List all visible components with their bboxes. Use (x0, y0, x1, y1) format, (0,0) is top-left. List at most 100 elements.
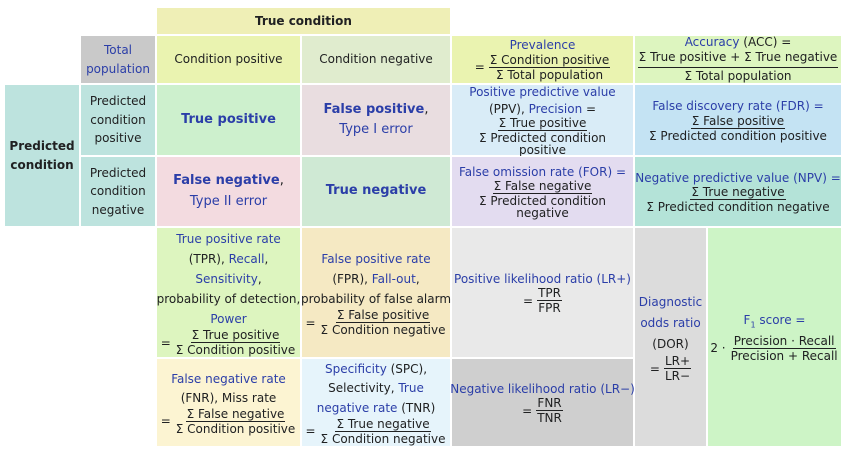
spc-fraction: Σ True negative Σ Condition negative (320, 418, 447, 445)
selectivity-label: Selectivity, (328, 381, 399, 396)
predicted-positive-line1: Predicted (89, 94, 147, 109)
f1-formula: 2 · Precision · Recall Precision + Recal… (710, 335, 838, 362)
condition-positive-cell: Condition positive (156, 35, 301, 84)
for-denominator: Σ Predicted condition negative (478, 194, 607, 221)
fpr-formula: = Σ False positive Σ Condition negative (305, 309, 446, 336)
tpr-fraction: Σ True positive Σ Condition positive (175, 329, 297, 356)
lr-positive-fraction: TPR FPR (537, 287, 562, 314)
false-negative-line: False negative, (173, 171, 284, 191)
fdr-link[interactable]: False discovery rate (FDR) = (652, 99, 824, 114)
dor-cell: Diagnostic odds ratio (DOR) = LR+ LR− (634, 227, 707, 447)
type2-error-link[interactable]: Type II error (189, 193, 268, 209)
tpr-formula: = Σ True positive Σ Condition positive (161, 329, 297, 356)
ppv-line2: (PPV), Precision = (489, 101, 596, 118)
spc-line1: Specificity (SPC), (325, 360, 427, 379)
accuracy-label-rest: (ACC) = (739, 34, 792, 49)
fdr-numerator: Σ False positive (690, 113, 786, 129)
true-negative-cell: True negative (301, 156, 451, 227)
lr-negative-denominator: TNR (537, 411, 562, 426)
for-numerator: Σ False negative (492, 179, 593, 195)
fdr-cell: False discovery rate (FDR) = Σ False pos… (634, 84, 842, 156)
npv-link[interactable]: Negative predictive value (635, 170, 790, 185)
dor-link-line1[interactable]: Diagnostic (638, 295, 703, 309)
false-negative-cell: False negative, Type II error (156, 156, 301, 227)
prevalence-denominator: Σ Total population (495, 67, 604, 82)
predicted-condition-header: Predicted condition (4, 84, 80, 227)
true-positive-link[interactable]: True positive (181, 111, 276, 127)
fnr-eq: = (160, 414, 171, 429)
sensitivity-link[interactable]: Sensitivity (195, 271, 258, 286)
false-negative-link[interactable]: False negative (173, 173, 280, 189)
prevalence-formula: = Σ Condition positive Σ Total populatio… (475, 54, 611, 81)
dor-fraction: LR+ LR− (663, 355, 692, 382)
lr-negative-numerator: FNR (536, 396, 563, 412)
condition-negative-cell: Condition negative (301, 35, 451, 84)
f1-label: F (743, 313, 751, 328)
f1-prefix: 2 · (710, 341, 726, 356)
ppv-abbrev: (PPV), (488, 101, 529, 116)
predicted-positive-label-cell: Predicted condition positive (80, 84, 156, 156)
f1-denominator: Precision + Recall (730, 348, 838, 363)
for-fraction: Σ False negative Σ Predicted condition n… (454, 180, 631, 219)
fpr-link[interactable]: False positive rate (321, 251, 431, 266)
fnr-formula: = Σ False negative Σ Condition positive (161, 408, 297, 435)
specificity-link[interactable]: Specificity (324, 362, 387, 377)
lr-negative-link[interactable]: Negative likelihood ratio (LR−) (450, 381, 635, 396)
precision-link[interactable]: Precision (528, 101, 583, 116)
spc-numerator: Σ True negative (335, 416, 431, 432)
fpr-cell: False positive rate (FPR), Fall-out, pro… (301, 227, 451, 358)
recall-link[interactable]: Recall (228, 251, 265, 266)
spc-eq: = (305, 424, 316, 439)
fnr-numerator: Σ False negative (185, 406, 286, 422)
false-negative-comma: , (279, 173, 284, 189)
lr-negative-eq: = (522, 403, 533, 418)
fall-out-link[interactable]: Fall-out (371, 271, 416, 286)
ppv-link[interactable]: Positive predictive value (469, 84, 616, 99)
fnr-fraction: Σ False negative Σ Condition positive (175, 408, 297, 435)
npv-label-rest: (NPV) = (789, 170, 841, 185)
accuracy-link[interactable]: Accuracy (684, 34, 740, 49)
type1-error-link[interactable]: Type I error (339, 122, 413, 137)
f1-score-link[interactable]: F1 score = (744, 312, 806, 331)
predicted-negative-line3: negative (91, 202, 145, 217)
lr-negative-fraction: FNR TNR (536, 397, 563, 424)
true-condition-header: True condition (156, 7, 451, 35)
ppv-numerator: Σ True positive (497, 116, 588, 132)
fnr-line2: (FNR), Miss rate (180, 391, 277, 405)
dor-link-line2[interactable]: odds ratio (640, 316, 701, 330)
predicted-positive-line3: positive (94, 131, 142, 146)
fnr-denominator: Σ Condition positive (175, 421, 296, 436)
lr-positive-denominator: FPR (538, 301, 561, 316)
lr-negative-formula: = FNR TNR (522, 397, 563, 424)
lr-positive-formula: = TPR FPR (523, 287, 562, 314)
predicted-positive-line2: condition (90, 112, 146, 127)
tpr-numerator: Σ True positive (190, 328, 281, 344)
false-positive-link[interactable]: False positive (323, 101, 425, 117)
accuracy-label-line: Accuracy (ACC) = (685, 35, 792, 51)
prevalence-numerator: Σ Condition positive (488, 52, 611, 68)
tpr-line2: (TPR), Recall, (189, 249, 269, 269)
lr-positive-cell: Positive likelihood ratio (LR+) = TPR FP… (451, 227, 634, 358)
probability-of-detection: probability of detection, (156, 292, 301, 307)
power-link[interactable]: Power (210, 312, 247, 327)
lr-positive-link[interactable]: Positive likelihood ratio (LR+) (454, 271, 631, 286)
total-population-link-line2[interactable]: population (86, 61, 150, 76)
spc-denominator: Σ Condition negative (320, 431, 446, 446)
tpr-link[interactable]: True positive rate (176, 231, 281, 246)
tpr-abbrev: (TPR), (188, 251, 229, 266)
spc-line2: Selectivity, True (328, 379, 424, 398)
true-negative-rate-link-part2[interactable]: negative rate (316, 400, 398, 415)
total-population-link-line1[interactable]: Total (103, 42, 133, 57)
true-negative-rate-link-part1[interactable]: True (398, 381, 424, 396)
ppv-fraction: Σ True positive Σ Predicted condition po… (454, 117, 631, 156)
predicted-condition-line2: condition (10, 157, 74, 172)
lr-negative-cell: Negative likelihood ratio (LR−) = FNR TN… (450, 358, 635, 447)
fpr-line2: (FPR), Fall-out, (332, 269, 419, 289)
fnr-link[interactable]: False negative rate (171, 372, 286, 387)
prevalence-link[interactable]: Prevalence (509, 38, 576, 53)
npv-label-line: Negative predictive value (NPV) = (635, 170, 840, 187)
true-negative-link[interactable]: True negative (325, 183, 427, 199)
for-link[interactable]: False omission rate (FOR) = (458, 164, 626, 179)
spc-abbrev: (SPC), (386, 362, 428, 377)
predicted-negative-label-cell: Predicted condition negative (80, 156, 156, 227)
